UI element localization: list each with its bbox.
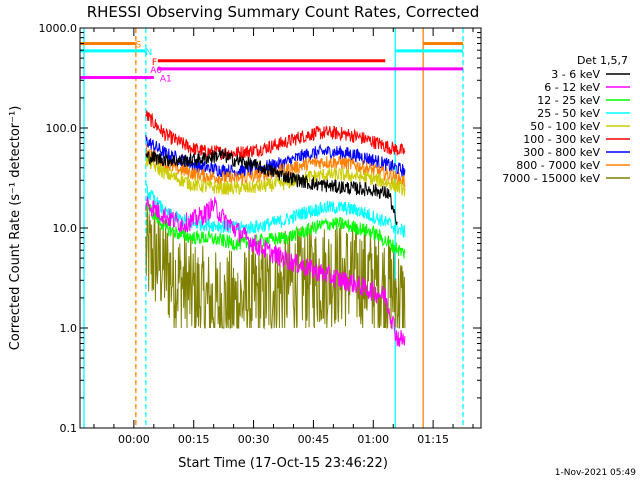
legend-label: 7000 - 15000 keV	[502, 172, 600, 185]
y-tick-label: 100.0	[46, 122, 78, 135]
x-axis: 00:00 00:15 00:30 00:45 01:00 01:15	[93, 28, 474, 446]
series-line-2	[145, 202, 406, 259]
x-tick-label: 01:00	[357, 433, 389, 446]
flag-bar-n: N	[80, 48, 464, 58]
y-tick-label: 0.1	[60, 422, 78, 435]
flag-bar-a0: A0	[150, 66, 464, 76]
y-axis: 0.1 1.0 10.0 100.0 1000.0	[39, 22, 481, 435]
flag-label: A0	[150, 66, 162, 76]
legend-label: 3 - 6 keV	[551, 68, 600, 81]
chart-title: RHESSI Observing Summary Count Rates, Co…	[87, 3, 480, 21]
series-line-1	[145, 195, 406, 347]
flag-bar-a1: A1	[80, 74, 172, 84]
x-tick-label: 00:30	[238, 433, 270, 446]
flag-label: S	[135, 40, 141, 50]
y-tick-label: 1.0	[60, 322, 78, 335]
legend-label: 100 - 300 keV	[523, 133, 600, 146]
legend-label: 12 - 25 keV	[537, 94, 600, 107]
x-axis-title: Start Time (17-Oct-15 23:46:22)	[178, 456, 388, 471]
series-line-4	[145, 155, 406, 197]
series-line-0	[145, 148, 398, 226]
legend-label: 50 - 100 keV	[530, 120, 600, 133]
y-tick-label: 1000.0	[39, 22, 78, 35]
flag-label: N	[145, 48, 152, 58]
legend-title: Det 1,5,7	[577, 54, 628, 67]
legend-label: 300 - 800 keV	[523, 146, 600, 159]
flag-label: F	[152, 58, 157, 68]
flag-bar-s: S	[80, 40, 464, 50]
y-axis-title: Corrected Count Rate (s⁻¹ detector⁻¹)	[8, 106, 23, 351]
x-tick-label: 01:15	[417, 433, 449, 446]
x-tick-label: 00:15	[178, 433, 210, 446]
flag-label: A1	[160, 74, 172, 84]
footer-timestamp: 1-Nov-2021 05:49	[555, 468, 637, 478]
y-tick-label: 10.0	[53, 222, 78, 235]
series-line-6	[145, 135, 406, 179]
legend-label: 6 - 12 keV	[544, 81, 600, 94]
x-tick-label: 00:00	[118, 433, 150, 446]
legend-label: 25 - 50 keV	[537, 107, 600, 120]
x-tick-label: 00:45	[298, 433, 330, 446]
legend-label: 800 - 7000 keV	[516, 159, 600, 172]
flag-bar-f: F	[152, 58, 386, 68]
series-line-5	[145, 110, 406, 161]
